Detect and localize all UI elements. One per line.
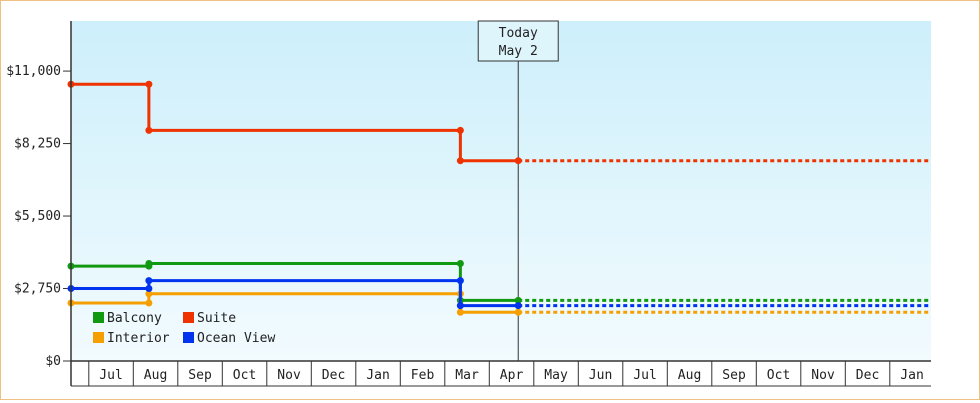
- today-box: [477, 20, 559, 62]
- x-tick-label: May: [544, 368, 568, 383]
- data-point: [456, 157, 464, 165]
- legend: Balcony Suite Interior Ocean View: [93, 311, 275, 346]
- x-tick-label: Jun: [589, 368, 612, 383]
- plot-background: [71, 21, 931, 361]
- y-axis: $0 $2,750 $5,500 $8,250 $11,000: [6, 64, 71, 369]
- series-interior: [67, 290, 931, 316]
- x-tick-label: Aug: [678, 368, 701, 383]
- data-point: [456, 277, 464, 285]
- legend-swatch-suite: [183, 312, 194, 323]
- x-tick-label: Jul: [99, 368, 122, 383]
- y-tick-label: $5,500: [14, 209, 61, 224]
- data-point: [456, 126, 464, 134]
- x-tick-label: Apr: [500, 368, 524, 383]
- y-tick-label: $0: [45, 354, 61, 369]
- legend-label-interior: Interior: [107, 331, 170, 346]
- y-tick-label: $11,000: [6, 64, 61, 79]
- data-point: [145, 299, 153, 307]
- series-suite: [67, 80, 931, 165]
- legend-swatch-balcony: [93, 312, 104, 323]
- x-tick-label: Dec: [322, 368, 345, 383]
- series-line: [71, 292, 519, 314]
- x-axis: Jul Aug Sep Oct Nov Dec Jan Feb Mar Apr May Jun Jul A…: [71, 361, 931, 387]
- series-layer: [67, 80, 931, 316]
- x-tick-label: Feb: [411, 368, 435, 383]
- x-tick-label: Jan: [900, 368, 923, 383]
- series-line: [71, 82, 519, 163]
- x-tick-label: Dec: [856, 368, 879, 383]
- data-point: [145, 126, 153, 134]
- x-tick-label: Nov: [811, 368, 835, 383]
- x-tick-label: Nov: [277, 368, 301, 383]
- legend-swatch-ocean-view: [183, 332, 194, 343]
- legend-label-balcony: Balcony: [107, 311, 162, 326]
- x-tick-label: Oct: [767, 368, 790, 383]
- series-line: [71, 261, 519, 302]
- series-ocean-view: [67, 277, 931, 310]
- legend-swatch-interior: [93, 332, 104, 343]
- data-point: [514, 157, 522, 165]
- data-point: [456, 259, 464, 267]
- data-point: [514, 302, 522, 310]
- data-point: [145, 259, 153, 267]
- x-tick-label: Mar: [455, 368, 479, 383]
- today-date: May 2: [499, 44, 538, 59]
- data-point: [456, 308, 464, 316]
- y-tick-label: $2,750: [14, 282, 61, 297]
- today-label: Today: [499, 26, 538, 41]
- x-tick-label: Aug: [144, 368, 167, 383]
- data-point: [145, 285, 153, 293]
- x-tick-label: Jan: [366, 368, 389, 383]
- data-point: [145, 290, 153, 298]
- today-marker: Today May 2: [477, 20, 559, 361]
- x-tick-label: Sep: [722, 368, 746, 383]
- data-point: [456, 302, 464, 310]
- x-tick-label: Oct: [233, 368, 256, 383]
- x-tick-label: Jul: [633, 368, 656, 383]
- data-point: [145, 80, 153, 88]
- y-tick-label: $8,250: [14, 137, 61, 152]
- data-point: [514, 296, 522, 304]
- x-tick-label: Sep: [188, 368, 212, 383]
- legend-label-ocean-view: Ocean View: [197, 331, 275, 346]
- legend-label-suite: Suite: [197, 311, 236, 326]
- series-line: [71, 279, 519, 308]
- data-point: [145, 277, 153, 285]
- series-balcony: [67, 259, 931, 304]
- data-point: [514, 308, 522, 316]
